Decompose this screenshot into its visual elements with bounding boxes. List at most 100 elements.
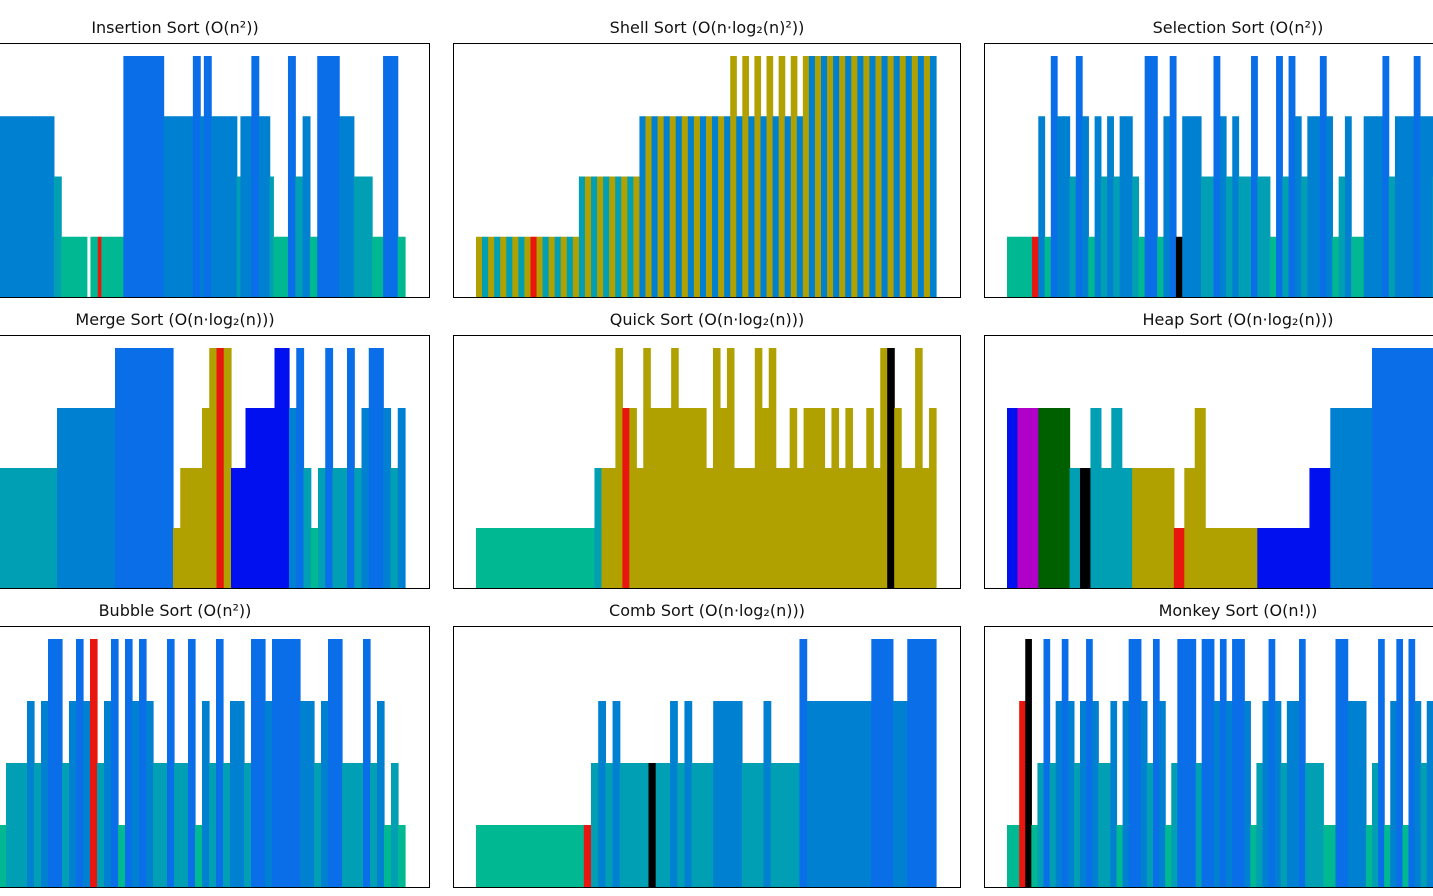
bar [111,639,119,887]
bar [641,763,650,887]
bar [302,116,307,297]
bar [605,763,614,887]
bar [72,236,77,297]
bar [48,639,56,887]
bar [880,348,888,588]
bar [1069,176,1077,297]
bar [580,528,589,588]
bar [377,701,385,887]
bar [1027,408,1039,588]
bar [785,763,793,887]
bar [863,56,871,297]
bar [384,825,392,887]
bar [1061,639,1069,887]
bar [165,348,174,588]
bar [908,468,916,588]
bar [817,408,826,588]
bar [1338,176,1346,297]
bar [357,176,362,297]
bar [298,176,304,297]
bar [158,348,167,588]
bar [569,825,578,887]
bar [167,116,172,297]
bar [643,348,651,588]
bar [1094,116,1102,297]
bar [687,116,695,297]
chart-title: Monkey Sort (O(n!)) [1158,601,1318,620]
bar [923,56,931,297]
bar [681,116,689,297]
bar [237,701,245,887]
bar [1215,528,1227,588]
bar [9,116,15,297]
bar [240,116,245,297]
bar [97,236,103,297]
bar [28,468,36,588]
bar [615,176,622,297]
bar [576,825,585,887]
bar [1007,825,1014,887]
bar [901,468,909,588]
bar [496,528,505,588]
bar [390,56,395,297]
bar [64,408,73,588]
bar [497,825,506,887]
bar [318,468,326,588]
bar [118,825,126,887]
bar [790,56,798,297]
panel-comb-sort: Comb Sort (O(n·log₂(n))) [453,583,961,896]
bar [1100,468,1112,588]
bar [573,528,582,588]
bar [500,236,507,297]
bar [353,176,359,297]
bar [398,825,406,887]
bar [821,701,829,887]
bar [1419,116,1427,297]
bar [928,639,937,887]
bar [1344,116,1352,297]
bar [291,56,296,297]
bar [634,763,642,887]
bar [1173,528,1185,588]
bar [347,348,355,588]
bar [838,468,846,588]
chart-title: Quick Sort (O(n·log₂(n))) [609,310,805,329]
bar [871,639,880,887]
bar [1396,639,1404,887]
bar [770,763,779,887]
bar [510,528,519,588]
bar [859,468,867,588]
bar [209,763,217,887]
bar [17,116,22,297]
bar [1111,408,1123,588]
bar [1317,763,1324,887]
bar [1038,408,1050,588]
bar [506,236,513,297]
bar [1372,763,1379,887]
bar [236,176,242,297]
bar [763,701,772,887]
bar [583,825,592,887]
bar [921,639,930,887]
bar [1075,56,1083,297]
bar [368,176,373,297]
bar [287,56,293,297]
bar [1134,639,1142,887]
bar [390,468,399,588]
bar [1017,408,1029,588]
bar [274,348,283,588]
bar [922,468,930,588]
bar [1007,236,1014,297]
bar [192,56,198,297]
bar [313,236,318,297]
bar [386,56,391,297]
bar [6,763,14,887]
bar [1332,236,1340,297]
bar [808,56,816,297]
bar [741,763,750,887]
bar [339,116,344,297]
bar [265,701,273,887]
bar [1048,408,1060,588]
bar [775,468,784,588]
bar [692,408,700,588]
